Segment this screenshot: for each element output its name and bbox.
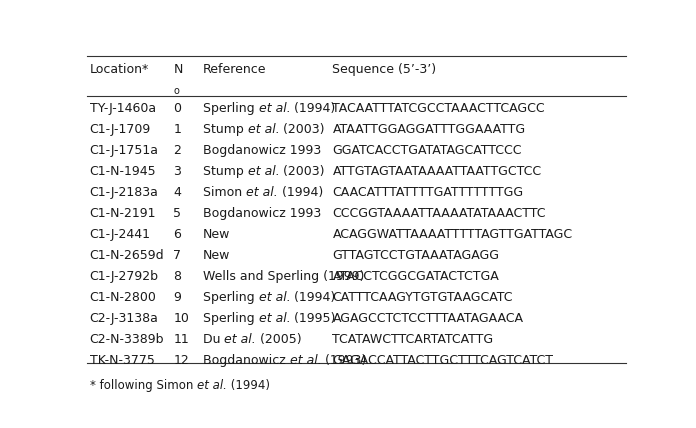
Text: (1994): (1994) [290, 102, 335, 116]
Text: (1995): (1995) [290, 312, 335, 325]
Text: et al.: et al. [259, 312, 290, 325]
Text: Reference: Reference [203, 63, 267, 76]
Text: C2-N-3389b: C2-N-3389b [90, 333, 164, 346]
Text: Sperling: Sperling [203, 102, 259, 116]
Text: 11: 11 [173, 333, 189, 346]
Text: GGATCACCTGATATAGCATTCCC: GGATCACCTGATATAGCATTCCC [333, 144, 522, 158]
Text: GTTAGTCCTGTAAATAGAGG: GTTAGTCCTGTAAATAGAGG [333, 249, 500, 262]
Text: 1: 1 [173, 123, 181, 137]
Text: et al.: et al. [225, 333, 256, 346]
Text: TCATAWCTTCARTATCATTG: TCATAWCTTCARTATCATTG [333, 333, 493, 346]
Text: 8: 8 [173, 270, 181, 283]
Text: CATTTCAAGYTGTGTAAGCATC: CATTTCAAGYTGTGTAAGCATC [333, 291, 513, 304]
Text: TY-J-1460a: TY-J-1460a [90, 102, 156, 116]
Text: (1993): (1993) [322, 354, 367, 366]
Text: 9: 9 [173, 291, 181, 304]
Text: 4: 4 [173, 186, 181, 199]
Text: Simon: Simon [203, 186, 246, 199]
Text: C1-N-2659d: C1-N-2659d [90, 249, 164, 262]
Text: (2003): (2003) [280, 123, 325, 137]
Text: ATAATTGGAGGATTTGGAAATTG: ATAATTGGAGGATTTGGAAATTG [333, 123, 525, 137]
Text: C1-N-2191: C1-N-2191 [90, 207, 156, 220]
Text: Sperling: Sperling [203, 312, 259, 325]
Text: et al.: et al. [259, 102, 290, 116]
Text: AGAGCCTCTCCTTTAATAGAACA: AGAGCCTCTCCTTTAATAGAACA [333, 312, 523, 325]
Text: ACAGGWATTAAAATTTTTAGTTGATTAGC: ACAGGWATTAAAATTTTTAGTTGATTAGC [333, 228, 573, 241]
Text: 2: 2 [173, 144, 181, 158]
Text: (2003): (2003) [280, 165, 325, 178]
Text: ATTGTAGTAATAAAATTAATTGCTCC: ATTGTAGTAATAAAATTAATTGCTCC [333, 165, 541, 178]
Text: C2-J-3138a: C2-J-3138a [90, 312, 159, 325]
Text: Stump: Stump [203, 123, 248, 137]
Text: Sperling: Sperling [203, 291, 259, 304]
Text: Location*: Location* [90, 63, 149, 76]
Text: C1-J-1751a: C1-J-1751a [90, 144, 159, 158]
Text: o: o [173, 86, 179, 96]
Text: CAACATTTATTTTGATTTTTTTGG: CAACATTTATTTTGATTTTTTTGG [333, 186, 523, 199]
Text: Du: Du [203, 333, 225, 346]
Text: Sequence (5’-3’): Sequence (5’-3’) [333, 63, 436, 76]
Text: Stump: Stump [203, 165, 248, 178]
Text: et al.: et al. [246, 186, 278, 199]
Text: * following Simon: * following Simon [90, 380, 197, 392]
Text: New: New [203, 228, 230, 241]
Text: 6: 6 [173, 228, 181, 241]
Text: New: New [203, 249, 230, 262]
Text: TK-N-3775: TK-N-3775 [90, 354, 155, 366]
Text: 5: 5 [173, 207, 181, 220]
Text: GAGACCATTACTTGCTTTCAGTCATCT: GAGACCATTACTTGCTTTCAGTCATCT [333, 354, 553, 366]
Text: 7: 7 [173, 249, 181, 262]
Text: (1994): (1994) [278, 186, 323, 199]
Text: 3: 3 [173, 165, 181, 178]
Text: Bogdanowicz 1993: Bogdanowicz 1993 [203, 207, 322, 220]
Text: et al.: et al. [248, 123, 280, 137]
Text: C1-N-1945: C1-N-1945 [90, 165, 157, 178]
Text: C1-J-2441: C1-J-2441 [90, 228, 151, 241]
Text: TACAATTTATCGCCTAAACTTCAGCC: TACAATTTATCGCCTAAACTTCAGCC [333, 102, 545, 116]
Text: 12: 12 [173, 354, 189, 366]
Text: C1-J-2183a: C1-J-2183a [90, 186, 159, 199]
Text: et al.: et al. [248, 165, 280, 178]
Text: C1-J-1709: C1-J-1709 [90, 123, 151, 137]
Text: Bogdanowicz 1993: Bogdanowicz 1993 [203, 144, 322, 158]
Text: et al.: et al. [290, 354, 322, 366]
Text: (2005): (2005) [256, 333, 302, 346]
Text: CCCGGTAAAATTAAAATATAAACTTC: CCCGGTAAAATTAAAATATAAACTTC [333, 207, 546, 220]
Text: 10: 10 [173, 312, 189, 325]
Text: C1-N-2800: C1-N-2800 [90, 291, 157, 304]
Text: ATACCTCGGCGATACTCTGA: ATACCTCGGCGATACTCTGA [333, 270, 499, 283]
Text: (1994): (1994) [290, 291, 335, 304]
Text: C1-J-2792b: C1-J-2792b [90, 270, 159, 283]
Text: et al.: et al. [259, 291, 290, 304]
Text: et al.: et al. [197, 380, 227, 392]
Text: N: N [173, 63, 182, 76]
Text: Bogdanowicz: Bogdanowicz [203, 354, 290, 366]
Text: Wells and Sperling (1999): Wells and Sperling (1999) [203, 270, 364, 283]
Text: 0: 0 [173, 102, 181, 116]
Text: (1994): (1994) [227, 380, 269, 392]
